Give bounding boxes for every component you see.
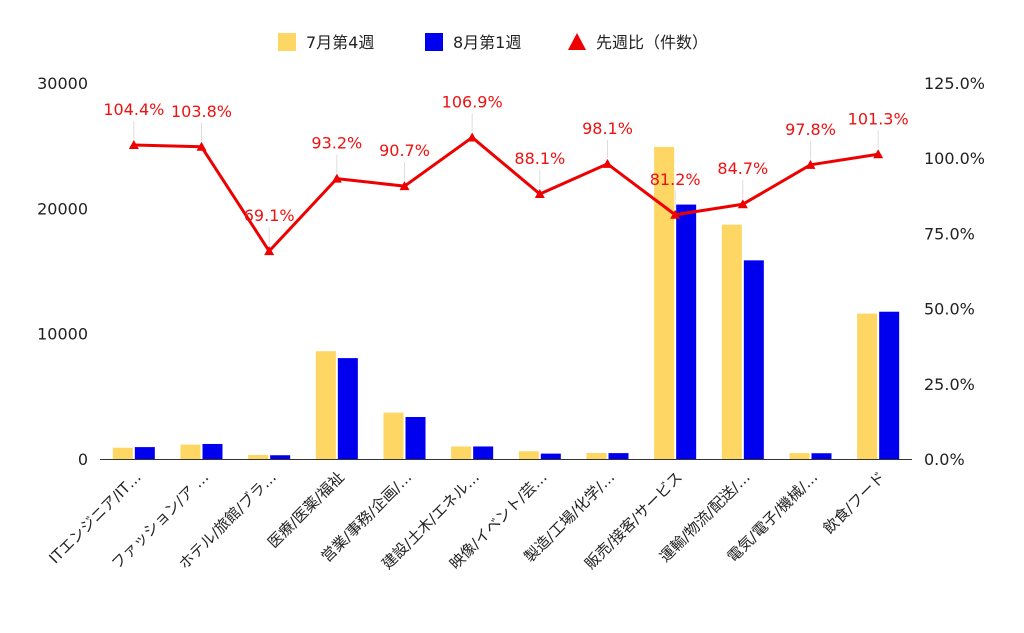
legend-swatch	[425, 33, 443, 51]
y-right-tick-label: 0.0%	[924, 450, 965, 469]
line-point	[873, 149, 884, 159]
data-label: 84.7%	[717, 159, 768, 178]
bar	[811, 453, 832, 459]
bar	[112, 447, 133, 459]
series-line	[133, 135, 879, 253]
line-point	[602, 158, 613, 168]
y-right-tick-label: 25.0%	[924, 375, 975, 394]
y-right-tick-label: 125.0%	[924, 74, 985, 93]
data-label: 98.1%	[582, 119, 633, 138]
y-axis-left: 0 10000 20000 30000	[37, 74, 88, 469]
bar	[202, 443, 223, 459]
x-tick-label: 飲食/フード	[820, 468, 889, 537]
bar	[451, 446, 472, 459]
legend-item: 先週比（件数）	[568, 33, 708, 52]
bar	[134, 447, 155, 459]
bar	[789, 453, 810, 459]
bar	[248, 454, 269, 459]
line-point	[264, 246, 275, 256]
bar	[518, 451, 539, 459]
line-point	[467, 132, 478, 142]
legend: 7月第4週 8月第1週 先週比（件数）	[278, 33, 708, 52]
legend-swatch	[568, 33, 586, 50]
legend-label: 8月第1週	[453, 33, 521, 52]
x-axis: ITエンジニア/IT…ファッション/ア …ホテル/旅館/ブラ…医療/医薬/福祉営…	[46, 468, 889, 573]
bar	[405, 417, 426, 459]
data-label: 93.2%	[311, 134, 362, 153]
y-right-tick-label: 50.0%	[924, 300, 975, 319]
line-point	[534, 188, 545, 198]
line-point	[399, 181, 410, 191]
bar	[270, 455, 291, 459]
bar	[586, 452, 607, 459]
y-right-tick-label: 100.0%	[924, 149, 985, 168]
data-label: 69.1%	[244, 206, 295, 225]
line-point	[805, 159, 816, 169]
legend-item: 7月第4週	[278, 33, 374, 52]
bar	[676, 204, 697, 459]
line-point	[737, 199, 748, 209]
bar	[337, 358, 358, 459]
bar	[857, 313, 878, 459]
line-series: 104.4% 103.8% 69.1% 93.2% 90.7% 106.9% 88.1% 98…	[103, 92, 909, 256]
y-right-tick-label: 75.0%	[924, 224, 975, 243]
bar	[473, 446, 494, 459]
data-label: 81.2%	[650, 170, 701, 189]
bar	[654, 146, 675, 460]
y-left-tick-label: 30000	[37, 74, 88, 93]
bar	[383, 412, 404, 459]
line-point	[196, 141, 207, 151]
data-label: 104.4%	[103, 100, 164, 119]
data-label: 103.8%	[171, 102, 232, 121]
bar	[540, 453, 561, 459]
bar-series	[100, 146, 912, 460]
legend-label: 7月第4週	[306, 33, 374, 52]
y-axis-right: 0.0% 25.0% 50.0% 75.0% 100.0% 125.0%	[924, 74, 985, 469]
bar	[743, 260, 764, 459]
bar	[180, 444, 201, 459]
line-point	[670, 209, 681, 219]
line-point	[331, 173, 342, 183]
data-label: 101.3%	[848, 109, 909, 128]
legend-swatch	[278, 33, 296, 51]
y-left-tick-label: 0	[78, 450, 88, 469]
y-left-tick-label: 20000	[37, 199, 88, 218]
data-label: 88.1%	[514, 149, 565, 168]
data-label: 106.9%	[442, 92, 503, 111]
legend-label: 先週比（件数）	[596, 33, 708, 52]
data-label: 97.8%	[785, 120, 836, 139]
legend-item: 8月第1週	[425, 33, 521, 52]
data-label: 90.7%	[379, 141, 430, 160]
bar	[721, 224, 742, 459]
bar	[315, 351, 336, 459]
line-point	[128, 139, 139, 149]
bar	[608, 453, 629, 459]
bar	[879, 311, 900, 459]
y-left-tick-label: 10000	[37, 325, 88, 344]
